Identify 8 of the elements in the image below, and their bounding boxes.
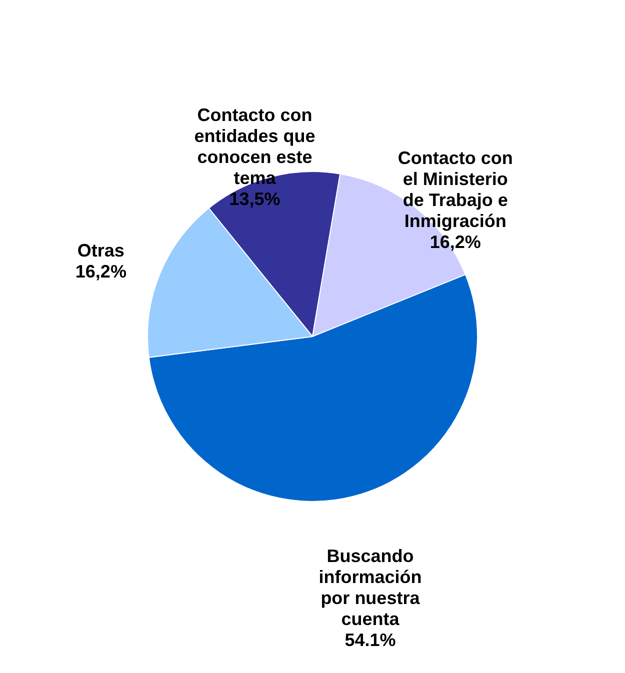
data-label: 13,5% [229, 188, 280, 209]
data-label: 16,2% [75, 262, 126, 282]
slice-label: Otras [77, 240, 124, 261]
data-label: 54.1% [344, 630, 396, 650]
data-label: 16,2% [430, 232, 481, 252]
slice-label: Buscando información por nuestra cuenta [318, 546, 422, 630]
slice-label: Contacto con el Ministerio de Trabajo e Inmigración [398, 148, 513, 231]
slice-label: Contacto con entidades que conocen este tema [194, 104, 316, 188]
